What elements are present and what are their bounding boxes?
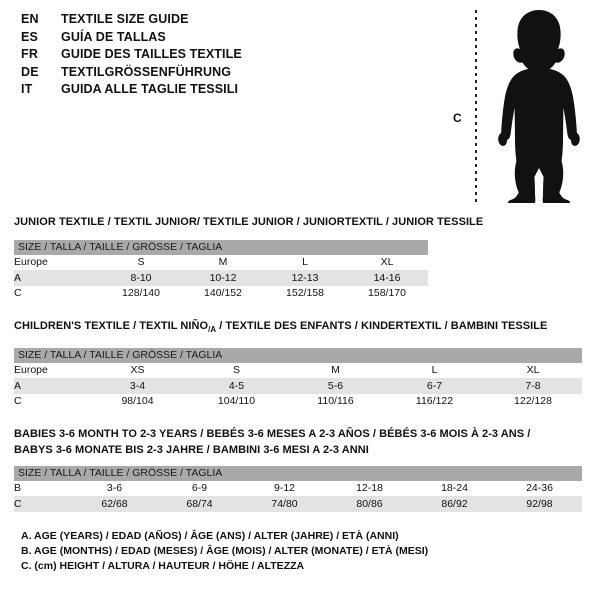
dashed-height-line-icon xyxy=(475,10,477,202)
table-cell: 4-5 xyxy=(187,378,286,394)
row-label: C xyxy=(14,496,72,512)
table-cell: M xyxy=(286,362,385,378)
language-row: FR GUIDE DES TAILLES TEXTILE xyxy=(21,47,421,65)
language-row: DE TEXTILGRÖSSENFÜHRUNG xyxy=(21,65,421,83)
row-label: Europe xyxy=(14,254,100,270)
children-title-post: / TEXTILE DES ENFANTS / KINDERTEXTIL / B… xyxy=(216,320,548,332)
table-row: C 62/68 68/74 74/80 80/86 86/92 92/98 xyxy=(14,496,582,512)
language-header-block: EN TEXTILE SIZE GUIDE ES GUÍA DE TALLAS … xyxy=(21,12,421,100)
table-cell: 122/128 xyxy=(484,393,583,409)
language-row: EN TEXTILE SIZE GUIDE xyxy=(21,12,421,30)
table-cell: XS xyxy=(88,362,187,378)
language-row: IT GUIDA ALLE TAGLIE TESSILI xyxy=(21,82,421,100)
table-cell: 62/68 xyxy=(72,496,157,512)
table-cell: L xyxy=(385,362,484,378)
row-label: B xyxy=(14,480,72,496)
table-cell: XL xyxy=(484,362,583,378)
row-label: A xyxy=(14,378,88,394)
table-cell: 158/170 xyxy=(346,285,429,301)
height-measurement-figure: C xyxy=(440,8,590,204)
table-cell: 74/80 xyxy=(242,496,327,512)
legend-block: A. AGE (YEARS) / EDAD (AÑOS) / ÂGE (ANS)… xyxy=(21,530,428,575)
table-cell: 9-12 xyxy=(242,480,327,496)
row-label: C xyxy=(14,393,88,409)
table-cell: 12-18 xyxy=(327,480,412,496)
language-code: ES xyxy=(21,29,39,44)
table-cell: 92/98 xyxy=(497,496,582,512)
language-title: GUIDA ALLE TAGLIE TESSILI xyxy=(61,82,239,97)
table-cell: 18-24 xyxy=(412,480,497,496)
height-label-c: C xyxy=(453,111,462,125)
table-cell: 3-4 xyxy=(88,378,187,394)
junior-size-table: SIZE / TALLA / TAILLE / GRÖSSE / TAGLIA … xyxy=(14,240,429,301)
table-cell: 12-13 xyxy=(264,270,346,286)
table-row: Europe XS S M L XL xyxy=(14,362,583,378)
table-cell: 80/86 xyxy=(327,496,412,512)
language-code: IT xyxy=(21,82,33,97)
table-row: A 3-4 4-5 5-6 6-7 7-8 xyxy=(14,378,583,394)
language-title: GUIDE DES TAILLES TEXTILE xyxy=(61,47,242,62)
row-label: A xyxy=(14,270,100,286)
table-cell: 5-6 xyxy=(286,378,385,394)
table-cell: 14-16 xyxy=(346,270,429,286)
table-cell: S xyxy=(187,362,286,378)
babies-table-title-line1: BABIES 3-6 MONTH TO 2-3 YEARS / BEBÉS 3-… xyxy=(14,428,531,440)
size-band-label: SIZE / TALLA / TAILLE / GRÖSSE / TAGLIA xyxy=(14,466,582,481)
table-band-header: SIZE / TALLA / TAILLE / GRÖSSE / TAGLIA xyxy=(14,466,582,481)
table-row: A 8-10 10-12 12-13 14-16 xyxy=(14,270,429,286)
table-row: C 98/104 104/110 110/116 116/122 122/128 xyxy=(14,393,583,409)
table-cell: L xyxy=(264,254,346,270)
language-code: DE xyxy=(21,64,39,79)
table-band-header: SIZE / TALLA / TAILLE / GRÖSSE / TAGLIA xyxy=(14,240,429,255)
language-code: FR xyxy=(21,47,39,62)
table-cell: XL xyxy=(346,254,429,270)
legend-line-a: A. AGE (YEARS) / EDAD (AÑOS) / ÂGE (ANS)… xyxy=(21,530,399,542)
table-cell: 152/158 xyxy=(264,285,346,301)
table-cell: 6-7 xyxy=(385,378,484,394)
table-cell: 3-6 xyxy=(72,480,157,496)
table-cell: S xyxy=(100,254,182,270)
table-cell: 8-10 xyxy=(100,270,182,286)
row-label: C xyxy=(14,285,100,301)
children-table-title: CHILDREN'S TEXTILE / TEXTIL NIÑO/A / TEX… xyxy=(14,320,547,334)
children-size-table: SIZE / TALLA / TAILLE / GRÖSSE / TAGLIA … xyxy=(14,348,583,409)
table-cell: 98/104 xyxy=(88,393,187,409)
table-cell: 104/110 xyxy=(187,393,286,409)
babies-size-table: SIZE / TALLA / TAILLE / GRÖSSE / TAGLIA … xyxy=(14,466,582,512)
children-title-pre: CHILDREN'S TEXTILE / TEXTIL NIÑO xyxy=(14,320,209,332)
table-cell: 6-9 xyxy=(157,480,242,496)
legend-line-c: C. (cm) HEIGHT / ALTURA / HAUTEUR / HÖHE… xyxy=(21,560,305,572)
size-band-label: SIZE / TALLA / TAILLE / GRÖSSE / TAGLIA xyxy=(14,240,429,255)
language-title: TEXTILE SIZE GUIDE xyxy=(61,12,189,26)
child-silhouette-icon xyxy=(498,10,580,203)
table-cell: 140/152 xyxy=(182,285,264,301)
legend-line-b: B. AGE (MONTHS) / EDAD (MESES) / ÂGE (MO… xyxy=(21,545,429,557)
table-row: B 3-6 6-9 9-12 12-18 18-24 24-36 xyxy=(14,480,582,496)
children-title-subscript: /A xyxy=(208,325,217,335)
table-row: C 128/140 140/152 152/158 158/170 xyxy=(14,285,429,301)
table-cell: 86/92 xyxy=(412,496,497,512)
table-row: Europe S M L XL xyxy=(14,254,429,270)
language-code: EN xyxy=(21,12,39,26)
table-cell: 116/122 xyxy=(385,393,484,409)
table-cell: M xyxy=(182,254,264,270)
language-title: TEXTILGRÖSSENFÜHRUNG xyxy=(61,64,232,79)
table-cell: 110/116 xyxy=(286,393,385,409)
table-cell: 7-8 xyxy=(484,378,583,394)
table-band-header: SIZE / TALLA / TAILLE / GRÖSSE / TAGLIA xyxy=(14,348,583,363)
junior-table-title: JUNIOR TEXTILE / TEXTIL JUNIOR/ TEXTILE … xyxy=(14,216,484,228)
table-cell: 68/74 xyxy=(157,496,242,512)
table-cell: 24-36 xyxy=(497,480,582,496)
table-cell: 10-12 xyxy=(182,270,264,286)
language-title: GUÍA DE TALLAS xyxy=(61,29,166,44)
row-label: Europe xyxy=(14,362,88,378)
table-cell: 128/140 xyxy=(100,285,182,301)
language-row: ES GUÍA DE TALLAS xyxy=(21,30,421,48)
size-band-label: SIZE / TALLA / TAILLE / GRÖSSE / TAGLIA xyxy=(14,348,583,363)
babies-table-title-line2: BABYS 3-6 MONATE BIS 2-3 JAHRE / BAMBINI… xyxy=(14,444,369,456)
